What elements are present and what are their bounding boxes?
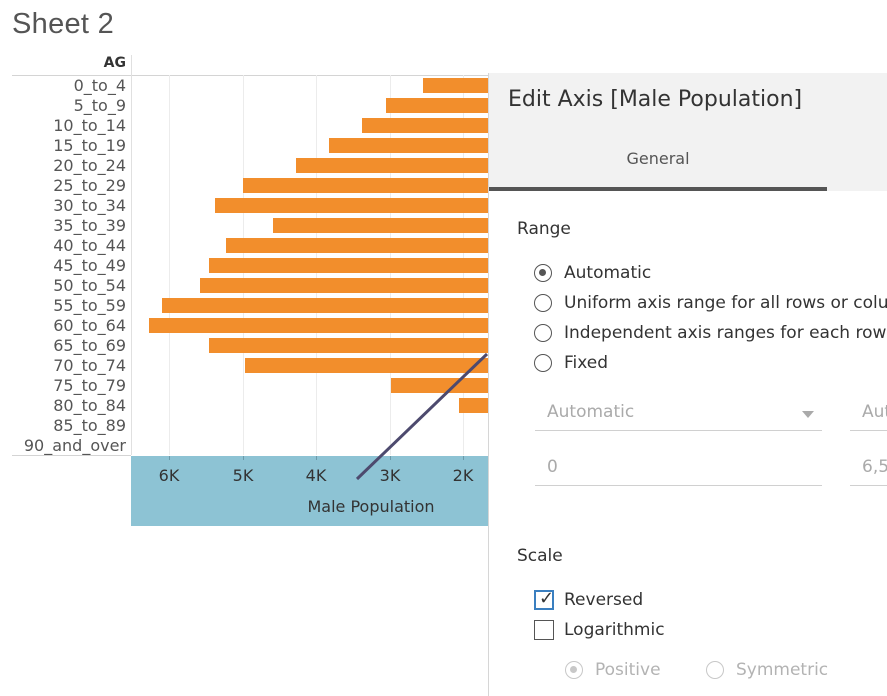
row-label[interactable]: 20_to_24 — [53, 156, 126, 175]
chevron-down-icon — [802, 411, 814, 418]
bar-20_to_24[interactable] — [296, 158, 488, 173]
radio-button[interactable] — [534, 324, 552, 342]
range-fixed-label: Fixed — [564, 353, 609, 373]
range-end-input[interactable]: 6,5 — [850, 452, 887, 486]
bar-50_to_54[interactable] — [199, 278, 488, 293]
dialog-header: Edit Axis [Male Population] General — [489, 73, 887, 191]
x-axis-tick-label: 5K — [232, 466, 254, 485]
radio-button[interactable] — [534, 354, 552, 372]
bar-75_to_79[interactable] — [390, 378, 488, 393]
scale-reversed-label: Reversed — [564, 590, 644, 610]
scale-positive-label: Positive — [595, 660, 661, 680]
row-label[interactable]: 80_to_84 — [53, 396, 126, 415]
row-label[interactable]: 75_to_79 — [53, 376, 126, 395]
radio-button[interactable] — [565, 661, 583, 679]
dialog-title: Edit Axis [Male Population] — [508, 87, 803, 112]
row-label[interactable]: 65_to_69 — [53, 336, 126, 355]
range-start-input-value: 0 — [547, 457, 558, 477]
range-independent-label: Independent axis ranges for each row o — [564, 323, 887, 343]
tab-general[interactable]: General — [489, 141, 827, 191]
row-label[interactable]: 90_and_over — [23, 436, 126, 455]
check-icon: ✓ — [539, 588, 555, 609]
range-end-dropdown-value: Aut — [862, 402, 887, 422]
x-axis-tick-mark — [169, 456, 170, 460]
range-uniform-label: Uniform axis range for all rows or colur — [564, 293, 887, 313]
row-label[interactable]: 70_to_74 — [53, 356, 126, 375]
row-label[interactable]: 5_to_9 — [73, 96, 126, 115]
scale-symmetric-label: Symmetric — [736, 660, 829, 680]
range-start-dropdown-value: Automatic — [547, 402, 635, 422]
bar-80_to_84[interactable] — [459, 398, 488, 413]
bar-30_to_34[interactable] — [215, 198, 488, 213]
row-label[interactable]: 35_to_39 — [53, 216, 126, 235]
bar-40_to_44[interactable] — [226, 238, 488, 253]
bar-0_to_4[interactable] — [423, 78, 488, 93]
bar-5_to_9[interactable] — [385, 98, 488, 113]
row-label[interactable]: 50_to_54 — [53, 276, 126, 295]
bar-45_to_49[interactable] — [208, 258, 488, 273]
checkbox[interactable] — [534, 620, 554, 640]
row-label[interactable]: 85_to_89 — [53, 416, 126, 435]
range-end-input-value: 6,5 — [862, 457, 887, 477]
x-axis-tick-label: 4K — [305, 466, 327, 485]
tab-active-indicator — [489, 187, 827, 191]
pane-divider — [131, 55, 132, 455]
scale-logarithmic-label: Logarithmic — [564, 620, 665, 640]
radio-button[interactable] — [534, 264, 552, 282]
x-axis-tick-mark — [243, 456, 244, 460]
bar-60_to_64[interactable] — [149, 318, 488, 333]
edit-axis-dialog: Edit Axis [Male Population] General Rang… — [488, 73, 887, 696]
x-axis-tick-label: 6K — [158, 466, 180, 485]
range-section-label: Range — [517, 219, 571, 239]
row-label[interactable]: 30_to_34 — [53, 196, 126, 215]
row-label[interactable]: 55_to_59 — [53, 296, 126, 315]
range-start-input[interactable]: 0 — [535, 452, 822, 486]
row-label[interactable]: 25_to_29 — [53, 176, 126, 195]
row-label[interactable]: 40_to_44 — [53, 236, 126, 255]
table-bottom-divider — [12, 455, 131, 456]
x-axis-tick-mark — [463, 456, 464, 460]
radio-button[interactable] — [534, 294, 552, 312]
bar-35_to_39[interactable] — [272, 218, 488, 233]
range-automatic-label: Automatic — [564, 263, 652, 283]
sheet-title: Sheet 2 — [12, 8, 115, 40]
range-start-dropdown[interactable]: Automatic — [535, 397, 822, 431]
bar-10_to_14[interactable] — [361, 118, 488, 133]
x-axis-tick-label: 3K — [379, 466, 401, 485]
bar-55_to_59[interactable] — [161, 298, 488, 313]
tab-general-label: General — [626, 149, 690, 168]
row-label[interactable]: 45_to_49 — [53, 256, 126, 275]
row-label[interactable]: 0_to_4 — [73, 76, 126, 95]
checkbox[interactable]: ✓ — [534, 588, 555, 610]
x-axis-tick-mark — [316, 456, 317, 460]
row-label[interactable]: 10_to_14 — [53, 116, 126, 135]
range-end-dropdown[interactable]: Aut — [850, 397, 887, 431]
row-label[interactable]: 15_to_19 — [53, 136, 126, 155]
x-axis-title[interactable]: Male Population — [307, 497, 435, 516]
scale-section-label: Scale — [517, 546, 563, 566]
row-header-ag[interactable]: AG — [103, 55, 126, 71]
bar-15_to_19[interactable] — [329, 138, 488, 153]
row-label[interactable]: 60_to_64 — [53, 316, 126, 335]
bar-65_to_69[interactable] — [208, 338, 488, 353]
x-axis-tick-label: 2K — [452, 466, 474, 485]
header-divider — [12, 75, 488, 76]
bar-70_to_74[interactable] — [244, 358, 488, 373]
x-axis-tick-mark — [390, 456, 391, 460]
bar-25_to_29[interactable] — [242, 178, 488, 193]
radio-button[interactable] — [706, 661, 724, 679]
gridline — [169, 75, 170, 455]
